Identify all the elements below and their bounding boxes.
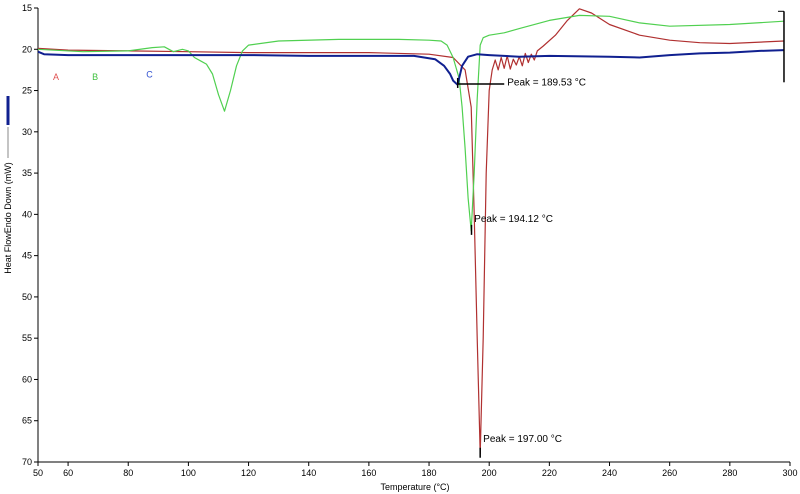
series-line-3 [37,49,785,86]
x-tick-label: 100 [181,468,196,478]
y-tick-label: 40 [22,209,32,219]
x-tick-label: 160 [361,468,376,478]
y-axis-label: Heat FlowEndo Down (mW) [3,162,13,274]
y-tick-label: 50 [22,292,32,302]
x-tick-label: 80 [123,468,133,478]
y-tick-label: 60 [22,374,32,384]
y-tick-label: 70 [22,457,32,467]
x-tick-label: 280 [722,468,737,478]
peak-label-3: Peak = 197.00 °C [483,434,562,445]
y-tick-label: 55 [22,333,32,343]
peak-label-2: Peak = 194.12 °C [474,214,553,225]
series-marker-a: A [53,72,59,82]
x-ticks: 50 60 80 100 120 140 160 180 200 220 240 260 280 300 [33,462,798,478]
y-tick-label: 65 [22,416,32,426]
x-tick-label: 240 [602,468,617,478]
peak-annotations: Peak = 189.53 °C Peak = 194.12 °C Peak = 1… [456,10,785,458]
peak-label-1: Peak = 189.53 °C [507,78,586,89]
x-tick-label: 140 [301,468,316,478]
x-axis-label: Temperature (°C) [380,482,449,492]
y-tick-label: 25 [22,86,32,96]
x-tick-label: 120 [241,468,256,478]
series-marker-b: B [92,72,98,82]
y-tick-label: 45 [22,251,32,261]
y-tick-label: 20 [22,44,32,54]
x-tick-label: 180 [422,468,437,478]
x-tick-label: 300 [782,468,797,478]
series-marker-c: C [146,69,153,79]
x-tick-label: 60 [63,468,73,478]
x-tick-label: 220 [542,468,557,478]
y-ticks: 15 20 25 30 35 40 45 50 55 60 65 70 [22,3,38,467]
legend-markers: A B C [53,69,153,81]
y-tick-label: 15 [22,3,32,13]
y-tick-label: 35 [22,168,32,178]
x-tick-label: 200 [482,468,497,478]
x-tick-label: 260 [662,468,677,478]
y-tick-label: 30 [22,127,32,137]
series-line-2 [37,14,785,232]
x-tick-label: 50 [33,468,43,478]
axes [37,8,790,463]
series-line-1 [37,8,785,455]
